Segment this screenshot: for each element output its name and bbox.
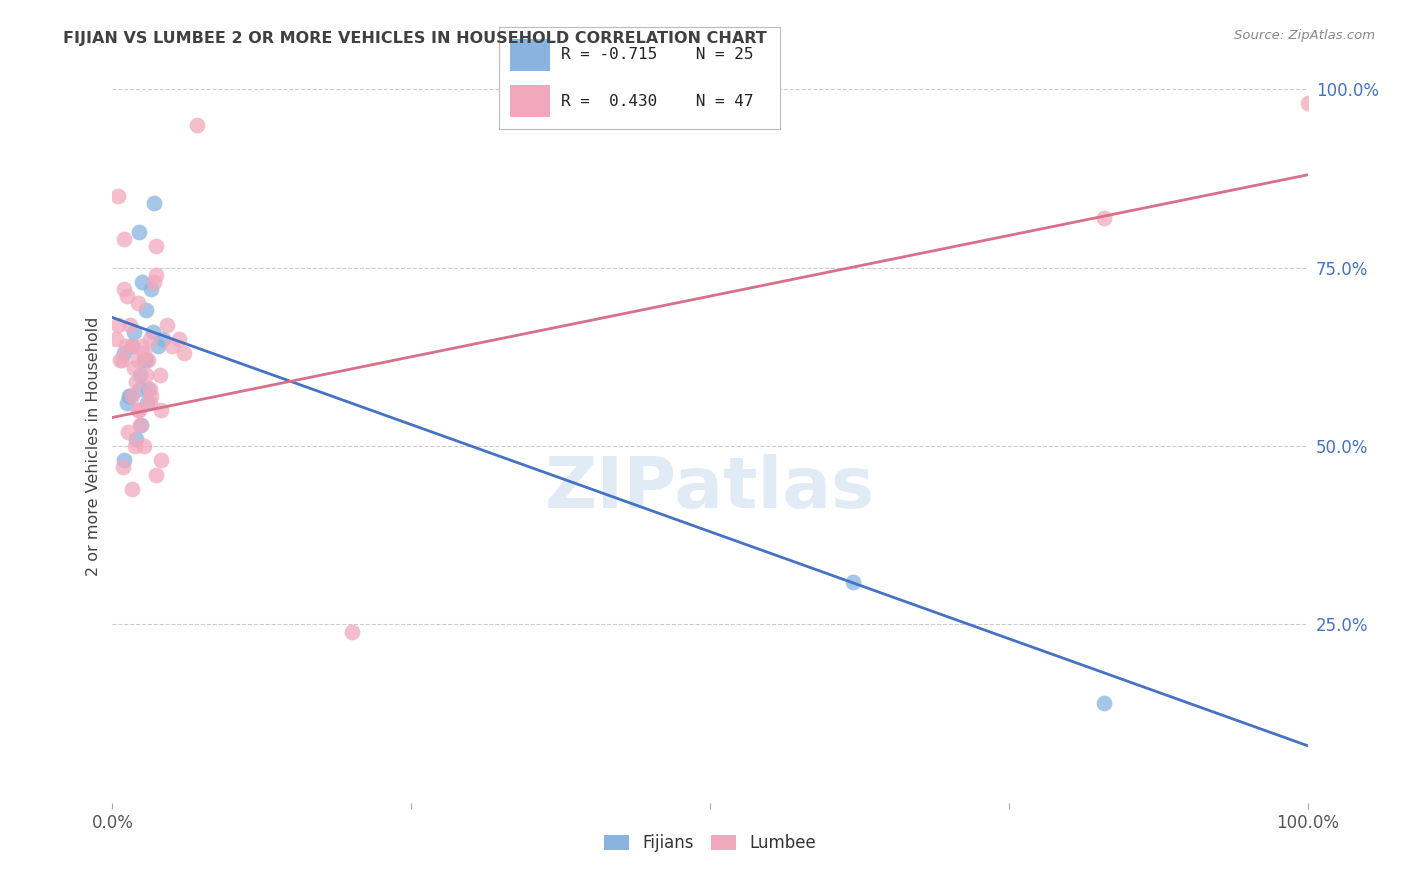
Point <box>132 439 155 453</box>
Point <box>1094 696 1116 710</box>
Point <box>127 353 149 368</box>
Point <box>131 339 153 353</box>
Point <box>149 368 172 382</box>
Point <box>132 346 155 360</box>
Point <box>122 360 145 375</box>
Point <box>127 403 149 417</box>
Point <box>135 353 157 368</box>
Point <box>162 339 183 353</box>
Point <box>121 339 143 353</box>
Text: R = -0.715    N = 25: R = -0.715 N = 25 <box>561 47 754 62</box>
Point <box>108 353 131 368</box>
Point <box>135 303 157 318</box>
Point <box>128 403 150 417</box>
Point <box>111 353 134 368</box>
Point <box>124 439 146 453</box>
Point <box>121 482 143 496</box>
Point <box>114 282 135 296</box>
Point <box>114 232 135 246</box>
Point <box>138 396 160 410</box>
Point <box>186 118 208 132</box>
Point <box>146 339 169 353</box>
Text: FIJIAN VS LUMBEE 2 OR MORE VEHICLES IN HOUSEHOLD CORRELATION CHART: FIJIAN VS LUMBEE 2 OR MORE VEHICLES IN H… <box>63 31 768 46</box>
Point <box>138 353 160 368</box>
Point <box>150 453 173 467</box>
Point <box>135 368 157 382</box>
Text: R =  0.430    N = 47: R = 0.430 N = 47 <box>561 94 754 109</box>
Point <box>112 460 135 475</box>
Point <box>138 332 160 346</box>
Point <box>114 346 135 360</box>
Point <box>115 289 138 303</box>
Point <box>138 382 160 396</box>
Point <box>138 382 160 396</box>
Point <box>128 225 150 239</box>
Point <box>1094 211 1116 225</box>
Text: ZIPatlas: ZIPatlas <box>546 454 875 524</box>
Point <box>129 417 152 432</box>
Point <box>340 624 363 639</box>
Point <box>118 389 141 403</box>
Point <box>127 296 149 310</box>
Point <box>129 368 152 382</box>
Point <box>842 574 865 589</box>
Point <box>114 453 135 467</box>
Point <box>145 239 167 253</box>
Point <box>125 432 148 446</box>
Point <box>173 346 195 360</box>
Point <box>156 318 179 332</box>
Point <box>125 375 148 389</box>
Point <box>115 396 138 410</box>
Legend: Fijians, Lumbee: Fijians, Lumbee <box>598 828 823 859</box>
Y-axis label: 2 or more Vehicles in Household: 2 or more Vehicles in Household <box>86 317 101 575</box>
FancyBboxPatch shape <box>510 39 550 70</box>
FancyBboxPatch shape <box>510 86 550 117</box>
Point <box>143 275 166 289</box>
Point <box>143 196 166 211</box>
Point <box>114 339 136 353</box>
Point <box>107 189 129 203</box>
Point <box>136 396 159 410</box>
Point <box>139 389 162 403</box>
Point <box>131 275 153 289</box>
Point <box>142 325 165 339</box>
Point <box>120 389 142 403</box>
Point <box>169 332 191 346</box>
Point <box>145 268 167 282</box>
Point <box>132 353 155 368</box>
Point <box>139 282 162 296</box>
Point <box>129 417 152 432</box>
Point <box>105 332 128 346</box>
Point <box>121 389 143 403</box>
Point <box>1296 96 1319 111</box>
Point <box>107 318 129 332</box>
Point <box>120 318 142 332</box>
Text: Source: ZipAtlas.com: Source: ZipAtlas.com <box>1234 29 1375 42</box>
Point <box>121 339 143 353</box>
Point <box>122 325 145 339</box>
Point <box>117 425 139 439</box>
Point <box>152 332 174 346</box>
Point <box>150 403 173 417</box>
Point <box>129 382 152 396</box>
Point <box>145 467 167 482</box>
